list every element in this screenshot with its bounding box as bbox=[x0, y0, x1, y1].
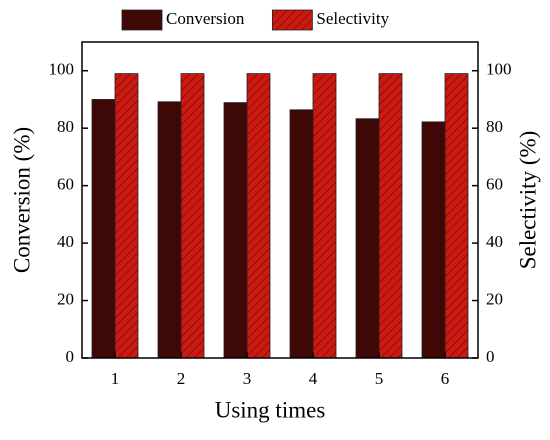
bar bbox=[223, 102, 248, 359]
y-tick-label: 80 bbox=[57, 117, 74, 136]
legend-label: Selectivity bbox=[316, 9, 389, 28]
bar bbox=[421, 121, 446, 359]
bar bbox=[180, 73, 205, 359]
legend-swatch bbox=[271, 9, 313, 31]
y2-tick-label: 40 bbox=[486, 232, 503, 251]
x-axis-title: Using times bbox=[215, 397, 326, 422]
x-tick-label: 5 bbox=[375, 369, 384, 388]
x-tick-label: 3 bbox=[243, 369, 252, 388]
bar bbox=[246, 73, 271, 359]
y-tick-label: 20 bbox=[57, 289, 74, 308]
x-tick-label: 4 bbox=[309, 369, 318, 388]
plot-frame bbox=[81, 41, 479, 359]
x-tick-label: 1 bbox=[111, 369, 120, 388]
y2-tick-label: 20 bbox=[486, 289, 503, 308]
y-tick-label: 100 bbox=[49, 60, 75, 79]
bar bbox=[312, 73, 337, 359]
bar bbox=[91, 99, 116, 359]
y-tick-label: 0 bbox=[66, 347, 75, 366]
y-tick-label: 60 bbox=[57, 175, 74, 194]
bar bbox=[289, 109, 314, 359]
x-tick-label: 2 bbox=[177, 369, 186, 388]
y2-tick-label: 60 bbox=[486, 175, 503, 194]
y2-axis-title: Selectivity (%) bbox=[515, 131, 540, 270]
y2-tick-label: 100 bbox=[486, 60, 512, 79]
y-axis-title: Conversion (%) bbox=[9, 127, 34, 273]
legend-swatch bbox=[121, 9, 163, 31]
bar bbox=[444, 73, 469, 359]
y2-tick-label: 0 bbox=[486, 347, 495, 366]
legend-label: Conversion bbox=[166, 9, 245, 28]
bar bbox=[378, 73, 403, 359]
y2-tick-label: 80 bbox=[486, 117, 503, 136]
bar bbox=[355, 118, 380, 359]
y-tick-label: 40 bbox=[57, 232, 74, 251]
x-tick-label: 6 bbox=[441, 369, 450, 388]
bar bbox=[114, 73, 139, 359]
bar bbox=[157, 101, 182, 359]
